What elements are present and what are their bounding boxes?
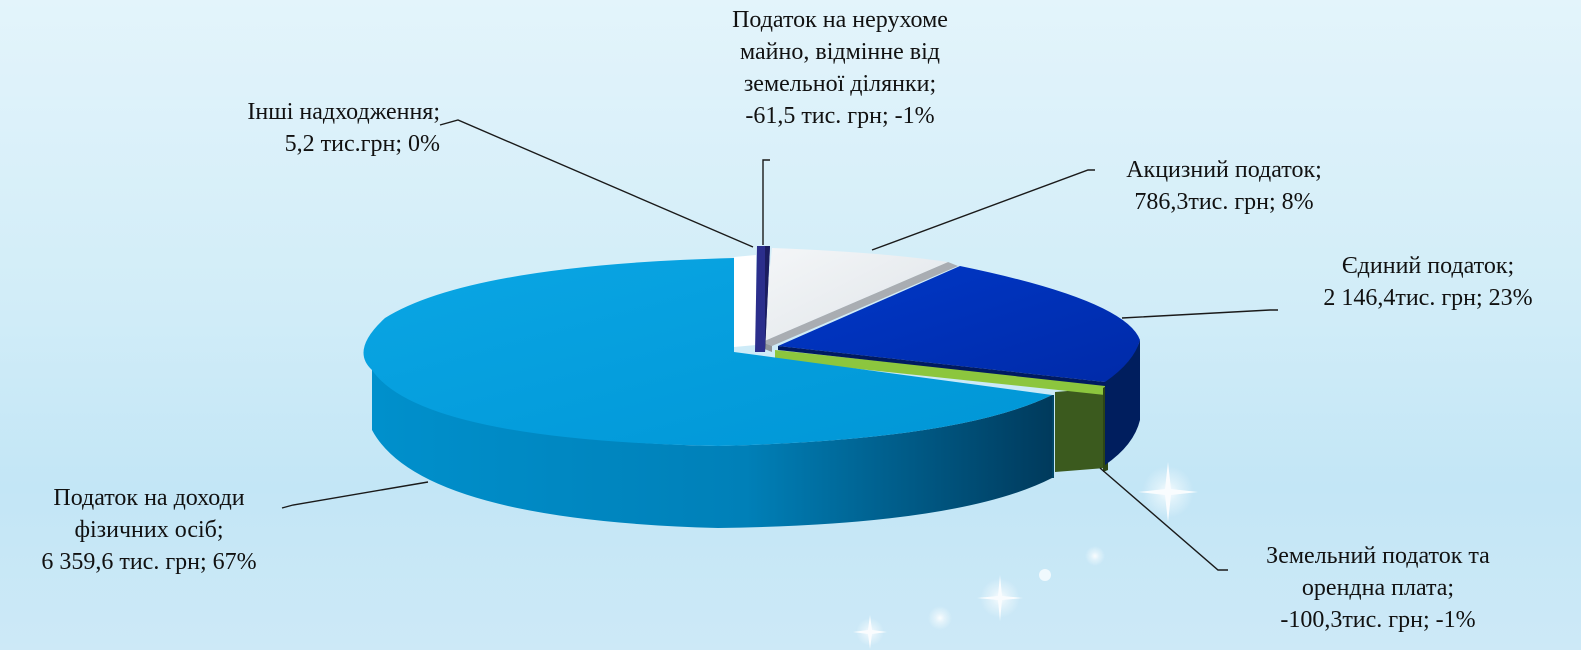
leader-line-pdfo [281, 481, 429, 509]
slice-pdfo-top [363, 258, 1052, 446]
slice-single-top [778, 266, 1140, 382]
label-single: Єдиний податок; 2 146,4тис. грн; 23% [1278, 250, 1578, 314]
label-pdfo-line-1: Податок на доходи [53, 485, 245, 511]
slice-other [734, 255, 756, 347]
slice-property [755, 246, 770, 352]
label-land-line-1: Земельний податок та [1266, 543, 1490, 569]
slice-pdfo [363, 258, 1054, 528]
label-pdfo-line-3: 6 359,6 тис. грн; 67% [41, 549, 257, 575]
label-property-line-3: земельної ділянки; [743, 71, 937, 97]
label-excise-line-2: 786,3тис. грн; 8% [1134, 189, 1314, 215]
label-other-line-1: Інші надходження; [247, 99, 440, 125]
leader-lines [281, 119, 1278, 571]
label-land: Земельний податок та орендна плата; -100… [1228, 540, 1528, 636]
leader-line-other [439, 119, 754, 248]
label-property-line-4: -61,5 тис. грн; -1% [745, 103, 935, 129]
leader-line-single [1121, 309, 1278, 319]
slice-single [778, 266, 1140, 465]
label-land-line-3: -100,3тис. грн; -1% [1280, 607, 1476, 633]
leader-line-land [1099, 467, 1228, 571]
label-land-line-2: орендна плата; [1301, 575, 1455, 601]
sparkle-decoration [853, 462, 1198, 649]
label-other: Інші надходження; 5,2 тис.грн; 0% [180, 96, 440, 160]
label-excise-line-1: Акцизний податок; [1126, 157, 1322, 183]
label-pdfo-line-2: фізичних осіб; [74, 517, 224, 543]
slice-excise-top [762, 248, 948, 342]
label-property: Податок на нерухоме майно, відмінне від … [700, 4, 980, 132]
label-pdfo: Податок на доходи фізичних осіб; 6 359,6… [4, 482, 294, 578]
label-property-line-2: майно, відмінне від [740, 39, 940, 65]
leader-line-property [762, 159, 770, 245]
label-single-line-1: Єдиний податок; [1341, 253, 1515, 279]
leader-line-excise [871, 169, 1095, 251]
label-property-line-1: Податок на нерухоме [732, 7, 948, 33]
label-excise: Акцизний податок; 786,3тис. грн; 8% [1088, 154, 1360, 218]
label-other-line-2: 5,2 тис.грн; 0% [284, 131, 440, 157]
slice-land-top [775, 350, 1108, 395]
label-single-line-2: 2 146,4тис. грн; 23% [1323, 285, 1533, 311]
